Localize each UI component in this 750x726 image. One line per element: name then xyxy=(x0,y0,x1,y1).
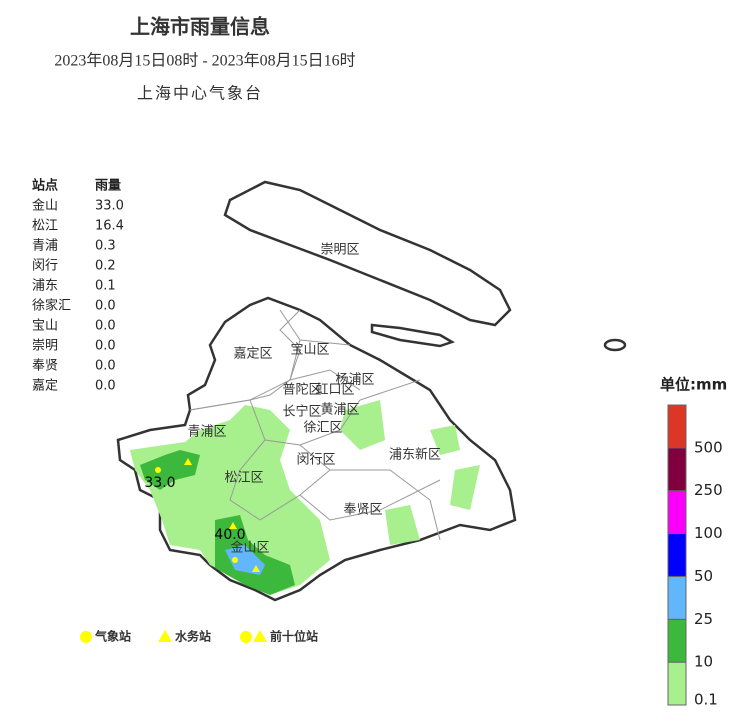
legend-label: 前十位站 xyxy=(270,629,318,644)
rainfall: 0.2 xyxy=(95,259,116,274)
district-label: 青浦区 xyxy=(187,425,226,440)
station-name: 松江 xyxy=(32,219,58,234)
station-name: 青浦 xyxy=(32,239,58,254)
district-label: 奉贤区 xyxy=(343,503,382,518)
colorbar-box xyxy=(667,618,687,663)
rainfall: 0.0 xyxy=(95,299,116,314)
colorbar-box xyxy=(667,533,687,577)
colorbar-label: 25 xyxy=(694,610,713,628)
station-name: 宝山 xyxy=(32,319,58,334)
station-name: 嘉定 xyxy=(32,379,58,394)
legend-triangle xyxy=(158,630,172,642)
rainfall: 16.4 xyxy=(95,219,124,234)
table-header: 站点 xyxy=(32,178,58,194)
changxing xyxy=(370,323,456,348)
colorbar: 0.1 10 25 50 100 250 500 xyxy=(667,404,723,709)
rainfall: 0.0 xyxy=(95,339,116,354)
district-label: 嘉定区 xyxy=(233,347,272,362)
peak-label: 40.0 xyxy=(214,527,245,543)
district-label: 杨浦区 xyxy=(335,373,374,388)
district-label: 虹口区 xyxy=(315,383,354,398)
table-header: 雨量 xyxy=(95,179,121,194)
station-name: 金山 xyxy=(32,198,58,214)
colorbar-label: 10 xyxy=(694,653,713,671)
district-label: 浦东新区 xyxy=(389,447,441,463)
district-label: 金山区 xyxy=(230,540,269,556)
chongming xyxy=(223,180,512,327)
district-borders xyxy=(189,309,441,541)
station-name: 浦东 xyxy=(32,279,58,294)
rainfall: 0.1 xyxy=(95,279,116,294)
station xyxy=(229,522,237,529)
station xyxy=(252,565,260,572)
colorbar-title: 单位:mm xyxy=(660,376,727,394)
station-name: 奉贤 xyxy=(32,359,58,374)
colorbar-box xyxy=(667,404,687,449)
colorbar-box xyxy=(667,447,687,492)
colorbar-box xyxy=(667,575,687,620)
district-label: 宝山区 xyxy=(290,343,329,358)
district-label: 长宁区 xyxy=(282,404,321,420)
marker-legend: 气象站 水务站 前十位站 xyxy=(80,629,318,644)
district-label: 崇明区 xyxy=(320,243,359,258)
time-range: 2023年08月15日08时 - 2023年08月15日16时 xyxy=(54,52,355,70)
colorbar-label: 100 xyxy=(694,524,723,542)
station xyxy=(155,467,161,473)
title: 上海市雨量信息 xyxy=(130,15,270,39)
rainfall: 0.3 xyxy=(95,239,116,254)
station xyxy=(184,458,192,465)
rain-light xyxy=(430,425,460,455)
colorbar-box xyxy=(667,661,687,706)
district-label: 普陀区 xyxy=(282,382,321,398)
legend-triangle xyxy=(253,630,267,642)
rainfall: 0.0 xyxy=(95,359,116,374)
rainfall: 0.0 xyxy=(95,379,116,394)
district-label: 黄浦区 xyxy=(320,403,359,418)
station-name: 崇明 xyxy=(32,339,58,354)
peak-label: 33.0 xyxy=(144,475,175,491)
station-name: 徐家汇 xyxy=(32,298,71,314)
colorbar-label: 500 xyxy=(694,438,723,456)
legend-label: 水务站 xyxy=(175,629,211,644)
source: 上海中心气象台 xyxy=(137,84,263,103)
district-label: 徐汇区 xyxy=(303,421,342,436)
legend-circle xyxy=(80,631,92,643)
station-name: 闵行 xyxy=(32,259,58,274)
legend-circle xyxy=(240,631,252,643)
colorbar-label: 0.1 xyxy=(694,691,718,709)
colorbar-box xyxy=(667,490,687,535)
colorbar-label: 250 xyxy=(694,481,723,499)
rainfall: 0.0 xyxy=(95,319,116,334)
rain-mid xyxy=(140,450,200,490)
rain-light xyxy=(450,465,480,510)
rain-light xyxy=(385,505,420,545)
station xyxy=(232,557,238,563)
district-label: 松江区 xyxy=(224,471,263,486)
colorbar-label: 50 xyxy=(694,567,713,585)
district-label: 闵行区 xyxy=(296,453,335,468)
rainfall: 33.0 xyxy=(95,199,124,214)
island xyxy=(603,338,627,352)
legend-label: 气象站 xyxy=(94,629,131,644)
